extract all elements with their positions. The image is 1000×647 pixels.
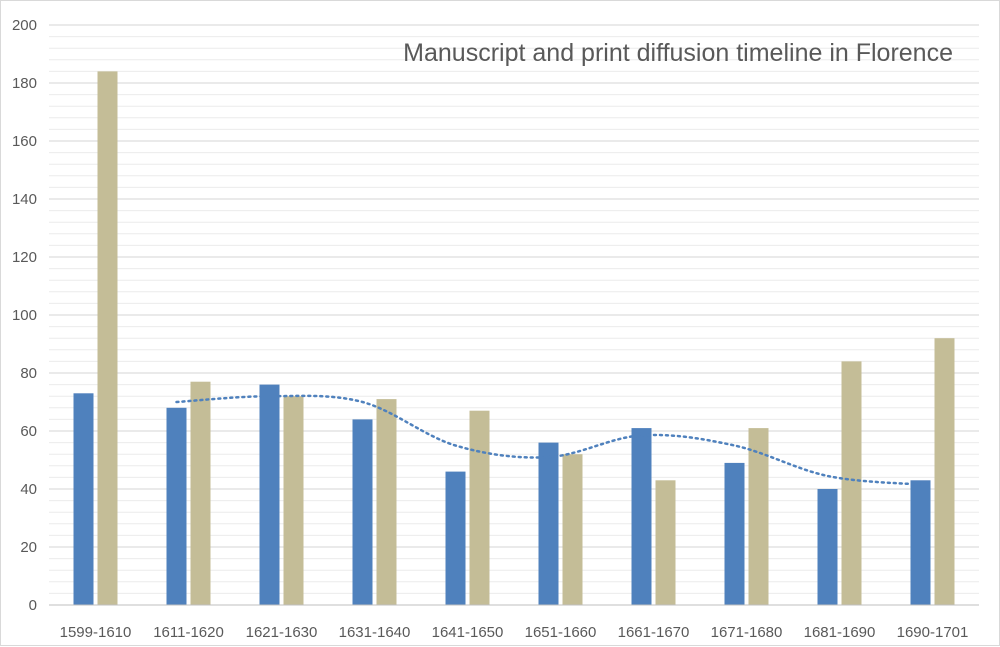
bar-series-2 [562, 454, 583, 605]
x-tick-label: 1621-1630 [246, 624, 318, 641]
x-tick-label: 1681-1690 [804, 624, 876, 641]
y-tick-label: 0 [29, 597, 37, 614]
bar-series-1 [166, 407, 187, 605]
y-tick-label: 80 [20, 365, 37, 382]
bar-series-2 [469, 410, 490, 605]
y-tick-label: 40 [20, 481, 37, 498]
bar-series-2 [934, 338, 955, 605]
trendline [175, 394, 922, 486]
bar-series-2 [376, 399, 397, 605]
trend-layer [175, 394, 922, 486]
x-tick-label: 1611-1620 [153, 624, 224, 641]
x-tick-label: 1690-1701 [897, 624, 969, 641]
grid-layer [49, 24, 979, 594]
axis-layer: 0 20 40 60 80 100 120 140 160 180 200 1599-1610 1611… [12, 17, 979, 641]
x-tick-label: 1651-1660 [525, 624, 597, 641]
chart-title: Manuscript and print diffusion timeline … [403, 39, 953, 67]
bar-series-1 [259, 384, 280, 605]
y-tick-label: 100 [12, 307, 37, 324]
bar-series-1 [631, 428, 652, 605]
bar-series-2 [97, 71, 118, 605]
bar-series-2 [748, 428, 769, 605]
x-tick-label: 1641-1650 [432, 624, 504, 641]
x-tick-label: 1631-1640 [339, 624, 411, 641]
x-tick-label: 1661-1670 [618, 624, 690, 641]
bar-series-1 [724, 462, 745, 605]
y-tick-label: 160 [12, 133, 37, 150]
bar-series-2 [655, 480, 676, 605]
y-tick-label: 180 [12, 75, 37, 92]
bar-series-1 [352, 419, 373, 605]
x-tick-label: 1671-1680 [711, 624, 783, 641]
x-tick-label: 1599-1610 [60, 624, 132, 641]
y-tick-label: 120 [12, 249, 37, 266]
y-tick-label: 60 [20, 423, 37, 440]
bar-layer [73, 71, 955, 605]
bar-series-1 [73, 393, 94, 605]
bar-series-1 [817, 489, 838, 605]
bar-series-1 [445, 471, 466, 605]
y-tick-label: 200 [12, 17, 37, 34]
bar-series-2 [190, 381, 211, 605]
bar-series-1 [538, 442, 559, 605]
y-tick-label: 20 [20, 539, 37, 556]
y-tick-label: 140 [12, 191, 37, 208]
bar-series-1 [910, 480, 931, 605]
bar-series-2 [283, 396, 304, 605]
bar-series-2 [841, 361, 862, 605]
